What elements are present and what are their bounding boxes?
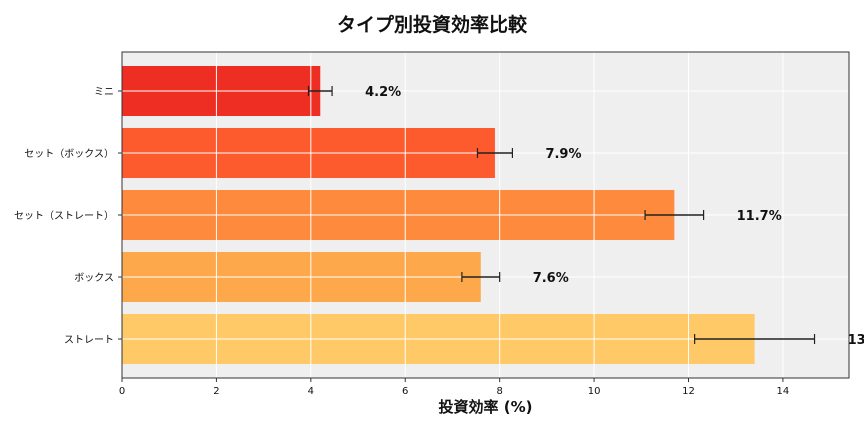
x-tick-label: 12 — [682, 386, 695, 397]
x-tick-label: 10 — [588, 386, 601, 397]
y-tick-label: ボックス — [74, 272, 114, 284]
x-tick-label: 6 — [402, 386, 408, 397]
x-tick-label: 2 — [213, 386, 219, 397]
y-tick-label: ミニ — [94, 87, 114, 98]
y-tick-label: セット（ボックス） — [24, 148, 114, 160]
data-label: 11.7% — [737, 209, 782, 224]
x-tick-label: 0 — [119, 386, 125, 397]
y-tick-label: セット（ストレート） — [14, 210, 114, 222]
x-axis-label: 投資効率 (%) — [438, 398, 533, 416]
y-tick-label: ストレート — [64, 335, 114, 346]
data-label: 7.9% — [545, 147, 581, 162]
x-tick-label: 8 — [496, 386, 502, 397]
data-label: 13.4% — [848, 333, 864, 348]
data-label: 4.2% — [365, 85, 401, 100]
chart-title: タイプ別投資効率比較 — [336, 14, 527, 36]
x-tick-label: 14 — [777, 386, 790, 397]
x-tick-label: 4 — [308, 386, 314, 397]
data-label: 7.6% — [533, 271, 569, 286]
